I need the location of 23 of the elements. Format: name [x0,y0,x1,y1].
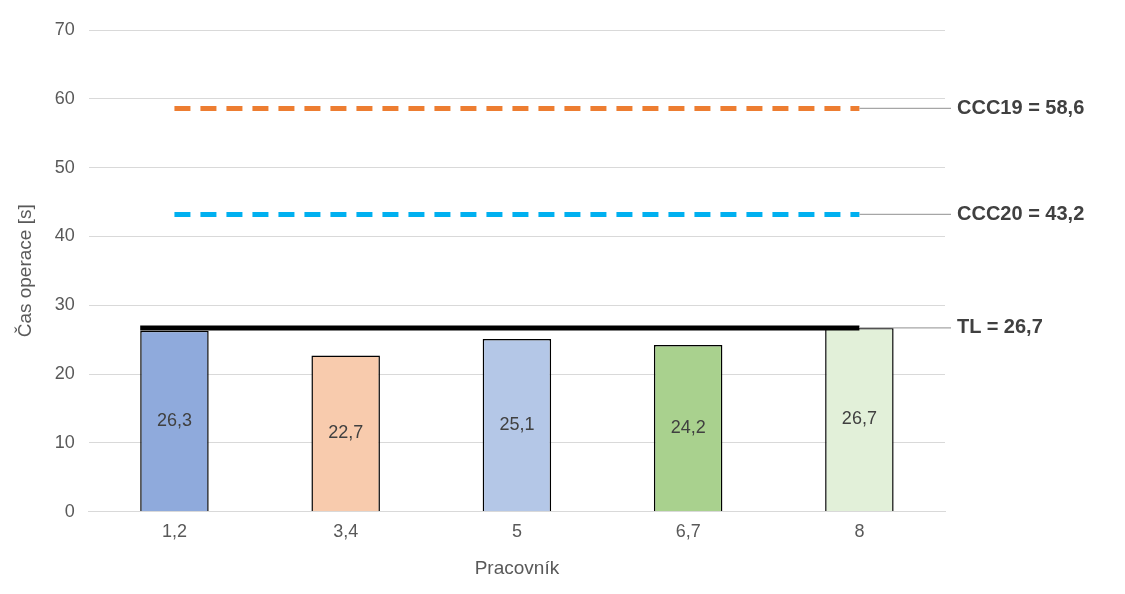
data-label: 24,2 [670,417,706,438]
y-axis-title: Čas operace [s] [13,204,35,338]
x-tick-label: 3,4 [333,521,359,542]
y-tick-label: 50 [54,156,75,177]
ref-line-label: TL = 26,7 [957,315,1043,338]
x-tick-label: 8 [854,521,865,542]
y-tick-label: 10 [54,431,75,452]
data-label: 22,7 [328,422,364,443]
y-tick-label: 70 [54,18,75,39]
x-tick-label: 6,7 [675,521,701,542]
ref-line-label: CCC20 = 43,2 [957,201,1085,224]
data-label: 26,3 [156,409,192,430]
y-tick-label: 0 [64,500,75,521]
y-tick-label: 20 [54,362,75,383]
data-label: 25,1 [499,413,535,434]
y-tick-label: 40 [54,225,75,246]
data-label: 26,7 [841,408,877,429]
x-tick-label: 1,2 [161,521,187,542]
y-tick-label: 30 [54,294,75,315]
x-tick-label: 5 [511,521,522,542]
x-axis-title: Pracovník [474,556,560,578]
ref-line-label: CCC19 = 58,6 [957,95,1085,118]
y-tick-label: 60 [54,87,75,108]
